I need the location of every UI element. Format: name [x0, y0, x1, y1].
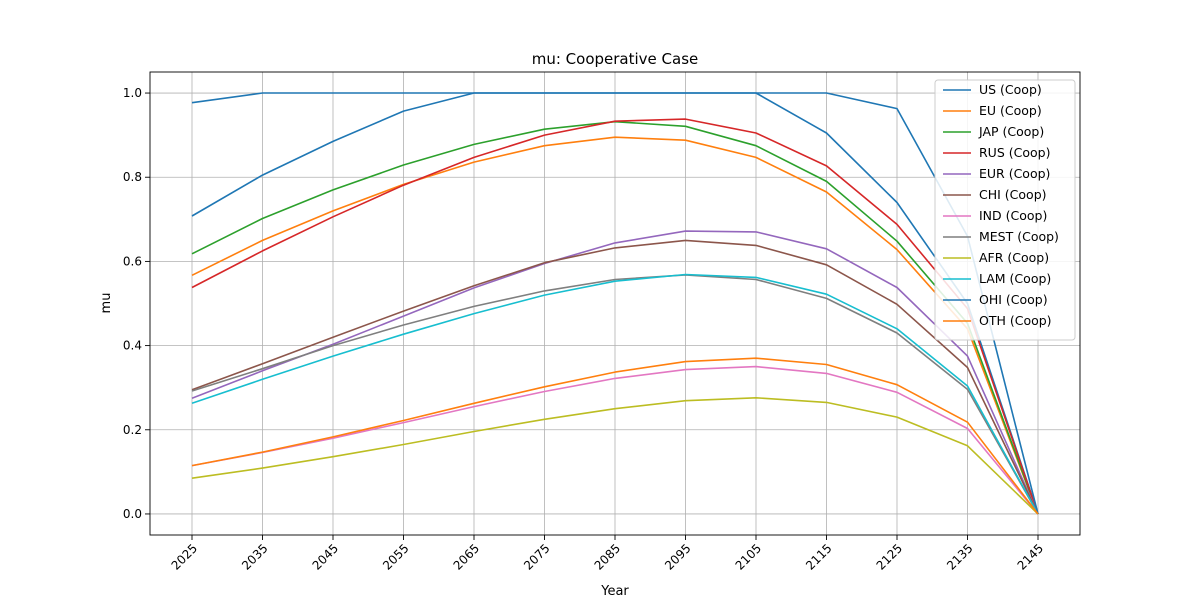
- series-line: [191, 118, 1039, 515]
- x-tick-label: 2095: [662, 541, 693, 572]
- series-line: [191, 239, 1039, 515]
- y-axis-label: mu: [99, 293, 114, 314]
- series-line: [191, 274, 1039, 515]
- x-tick-label: 2035: [239, 541, 270, 572]
- y-tick-label: 0.8: [123, 170, 142, 184]
- x-axis-label: Year: [600, 584, 629, 599]
- series-line: [191, 365, 1039, 515]
- y-tick-label: 1.0: [123, 86, 142, 100]
- x-tick-label: 2075: [521, 541, 552, 572]
- x-tick-label: 2055: [380, 541, 411, 572]
- legend-label: MEST (Coop): [979, 229, 1059, 244]
- y-tick-label: 0.4: [123, 339, 142, 353]
- x-tick-label: 2145: [1015, 541, 1046, 572]
- x-axis-ticks: 2025 2035 2045 2055 2065 2075 2085 2095 2105 2115…: [169, 535, 1046, 573]
- series-lines: [191, 92, 1039, 515]
- y-tick-label: 0.2: [123, 423, 142, 437]
- legend-label: RUS (Coop): [979, 145, 1050, 160]
- legend-label: EUR (Coop): [979, 166, 1050, 181]
- legend-box: [934, 79, 1076, 341]
- legend-label: CHI (Coop): [979, 187, 1047, 202]
- legend-label: LAM (Coop): [979, 271, 1051, 286]
- legend-label: OTH (Coop): [979, 313, 1052, 328]
- legend-label: JAP (Coop): [978, 124, 1044, 139]
- series-line: [191, 396, 1039, 515]
- x-tick-label: 2025: [169, 541, 200, 572]
- x-tick-label: 2125: [874, 541, 905, 572]
- legend-label: AFR (Coop): [979, 250, 1049, 265]
- chart-title: mu: Cooperative Case: [532, 50, 699, 68]
- x-tick-label: 2085: [592, 541, 623, 572]
- legend-label: EU (Coop): [979, 103, 1042, 118]
- x-tick-label: 2065: [451, 541, 482, 572]
- x-tick-label: 2105: [733, 541, 764, 572]
- legend-label: OHI (Coop): [979, 292, 1048, 307]
- legend-label: US (Coop): [979, 82, 1042, 97]
- x-tick-label: 2045: [310, 541, 341, 572]
- y-tick-label: 0.0: [123, 507, 142, 521]
- series-line: [191, 273, 1039, 515]
- x-tick-label: 2115: [803, 541, 834, 572]
- y-tick-label: 0.6: [123, 254, 142, 268]
- x-tick-label: 2135: [944, 541, 975, 572]
- series-line: [191, 230, 1039, 515]
- legend-label: IND (Coop): [979, 208, 1047, 223]
- series-line: [191, 136, 1039, 515]
- series-line: [191, 92, 1039, 515]
- y-axis-ticks: 0.0 0.2 0.4 0.6 0.8 1.0: [123, 86, 150, 521]
- legend: US (Coop) EU (Coop) JAP (Coop) RUS (Coop) EU…: [934, 79, 1076, 341]
- series-line: [191, 357, 1039, 515]
